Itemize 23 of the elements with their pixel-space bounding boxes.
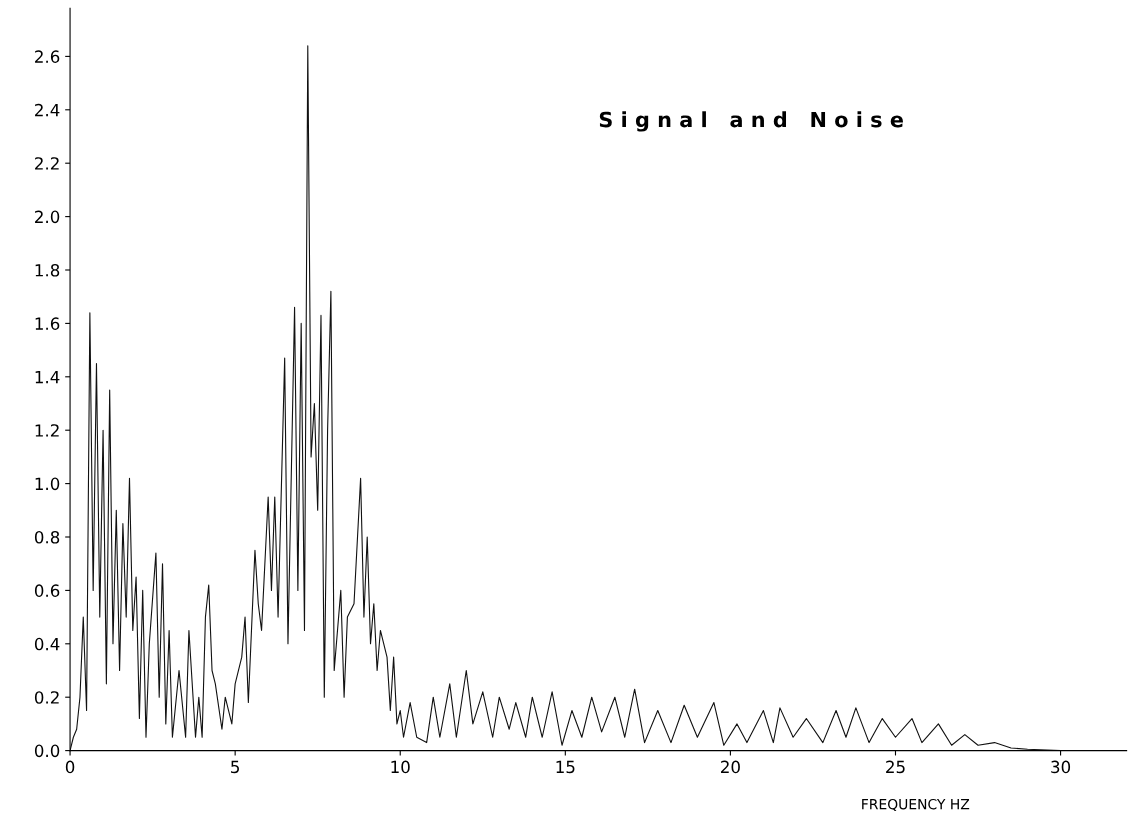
x-tick-label: 25	[886, 760, 905, 774]
y-tick-label: 1.0	[35, 477, 60, 491]
y-tick-label: 0.4	[34, 637, 60, 651]
y-tick-label: 1.2	[35, 424, 59, 437]
y-tick-label: 2.2	[35, 157, 59, 170]
text: S i g n a l a n d N o i s e	[599, 111, 903, 132]
x-axis-title: FREQUENCY HZ	[862, 798, 970, 812]
x-tick-label: 30	[1051, 760, 1071, 774]
y-tick-label: 0.2	[34, 691, 59, 704]
y-tick-label: 1.8	[35, 263, 60, 277]
y-tick-label: 2.4	[35, 103, 60, 117]
y-tick-label: 1.6	[35, 317, 60, 330]
x-tick-label: 15	[556, 760, 575, 774]
y-tick-label: 0.0	[34, 744, 60, 758]
y-tick-label: 1.4	[35, 370, 60, 384]
x-tick-label: 0	[65, 760, 75, 774]
x-tick-label: 20	[721, 760, 740, 774]
y-tick-label: 2.6	[35, 50, 60, 63]
x-tick-label: 10	[391, 760, 410, 774]
x-tick-label: 5	[231, 760, 239, 774]
y-tick-label: 0.8	[34, 530, 60, 544]
y-tick-label: 2.0	[35, 210, 60, 224]
y-tick-label: 0.6	[34, 584, 60, 597]
